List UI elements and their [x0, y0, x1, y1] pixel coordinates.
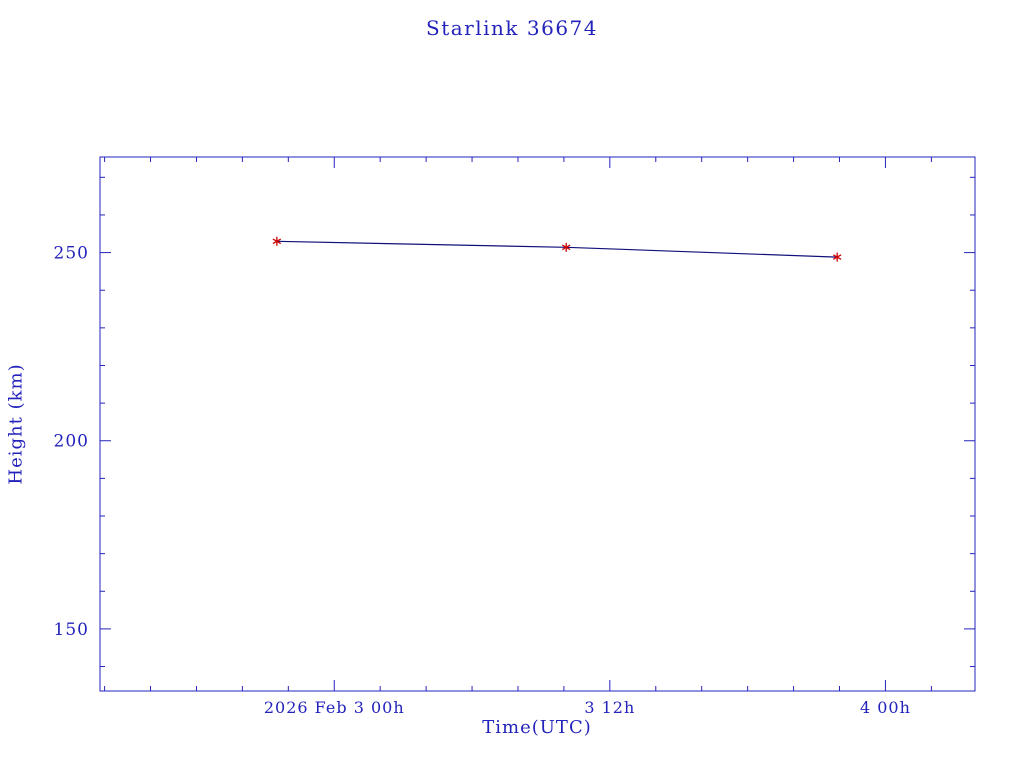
x-tick-label: 4 00h	[860, 698, 911, 717]
chart-title: Starlink 36674	[426, 16, 598, 40]
plot-frame	[99, 156, 976, 692]
data-line	[276, 240, 838, 258]
x-tick-label: 3 12h	[584, 698, 635, 717]
y-tick-label: 150	[54, 620, 89, 640]
x-axis-label: Time(UTC)	[482, 717, 592, 738]
y-tick-label: 250	[54, 244, 89, 264]
data-point-marker	[832, 254, 842, 260]
x-tick-label: 2026 Feb 3 00h	[264, 698, 405, 717]
y-tick-label: 200	[54, 432, 89, 452]
data-point-marker	[561, 244, 571, 251]
data-point-marker	[272, 238, 282, 245]
